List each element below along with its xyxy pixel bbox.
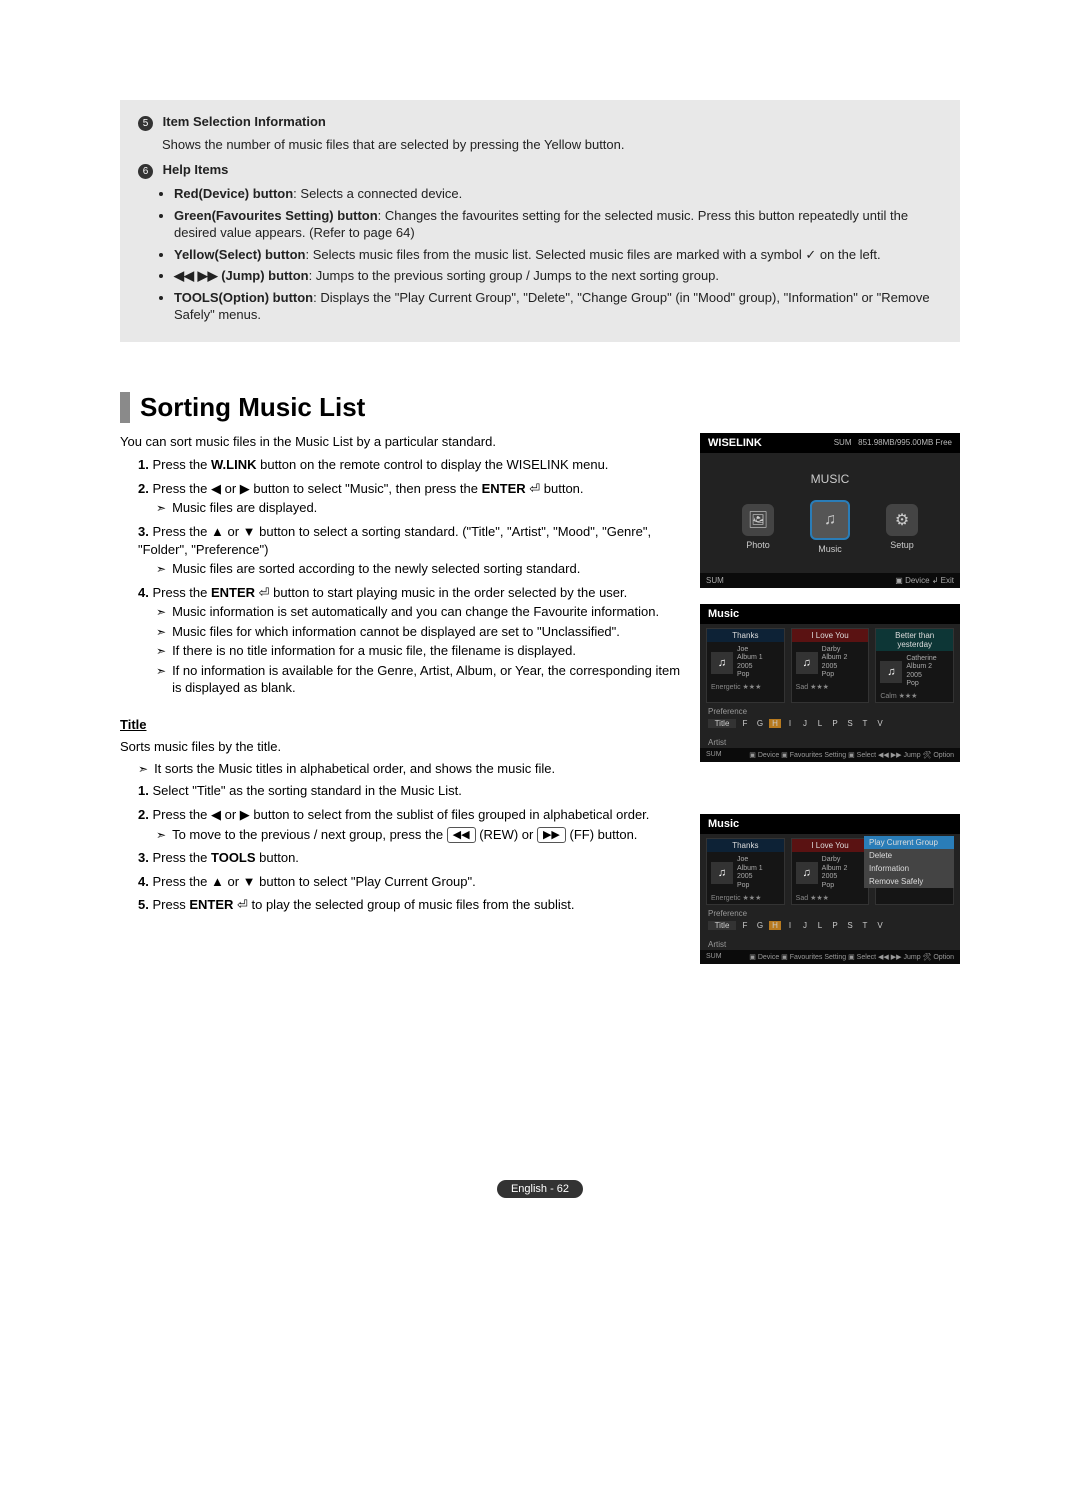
shot3-card2[interactable]: I Love You ♫DarbyAlbum 2 2005 Pop Sad ★★… bbox=[791, 838, 870, 905]
shot2-foot-right: ▣ Device ▣ Favourites Setting ▣ Select ◀… bbox=[749, 751, 954, 759]
page-footer: English - 62 bbox=[120, 1180, 960, 1198]
shot2-card2[interactable]: I Love You ♫DarbyAlbum 2 2005 Pop Sad ★★… bbox=[791, 628, 870, 704]
context-menu-item[interactable]: Delete bbox=[864, 849, 954, 862]
shot3-title: Music bbox=[708, 818, 739, 830]
step-item: 4. Press the ▲ or ▼ button to select "Pl… bbox=[138, 873, 682, 891]
help-bullet: TOOLS(Option) button: Displays the "Play… bbox=[174, 289, 942, 324]
shot1-free: 851.98MB/995.00MB Free bbox=[858, 438, 952, 447]
screenshot-wiselink: WISELINK SUM 851.98MB/995.00MB Free MUSI… bbox=[700, 433, 960, 588]
step-item: 3. Press the TOOLS button. bbox=[138, 849, 682, 867]
page-number-badge: English - 62 bbox=[497, 1180, 583, 1198]
shot1-setup-icon[interactable]: ⚙Setup bbox=[886, 504, 918, 550]
heading-item-selection: Item Selection Information bbox=[163, 114, 326, 129]
shot1-foot-left: SUM bbox=[706, 576, 724, 585]
title-intro: Sorts music files by the title. bbox=[120, 738, 682, 756]
shot2-alpha-row[interactable]: TitleFGHIJLPSTV bbox=[700, 717, 960, 734]
section-title-sorting: Sorting Music List bbox=[120, 392, 960, 423]
screenshot-music-list: Music Thanks ♫JoeAlbum 1 2005 Pop Energe… bbox=[700, 604, 960, 763]
shot1-foot-right: ▣ Device ↲ Exit bbox=[895, 576, 954, 585]
context-menu-item[interactable]: Information bbox=[864, 862, 954, 875]
step-item: 4. Press the ENTER ⏎ button to start pla… bbox=[138, 584, 682, 697]
num-circle-5: 5 bbox=[138, 116, 153, 131]
shot3-foot-right: ▣ Device ▣ Favourites Setting ▣ Select ◀… bbox=[749, 953, 954, 961]
screenshot-music-context: Music Thanks ♫JoeAlbum 1 2005 Pop Energe… bbox=[700, 814, 960, 964]
help-bullet: ◀◀ ▶▶ (Jump) button: Jumps to the previo… bbox=[174, 267, 942, 285]
step-item: 3. Press the ▲ or ▼ button to select a s… bbox=[138, 523, 682, 578]
num-circle-6: 6 bbox=[138, 164, 153, 179]
step-item: 1. Press the W.LINK button on the remote… bbox=[138, 456, 682, 474]
help-bullet: Red(Device) button: Selects a connected … bbox=[174, 185, 942, 203]
shot1-sum: SUM bbox=[834, 438, 852, 447]
shot2-card1[interactable]: Thanks ♫JoeAlbum 1 2005 Pop Energetic ★★… bbox=[706, 628, 785, 704]
shot3-alpha-row[interactable]: TitleFGHIJLPSTV bbox=[700, 919, 960, 936]
step-item: 5. Press ENTER ⏎ to play the selected gr… bbox=[138, 896, 682, 914]
info-block: 5 Item Selection Information Shows the n… bbox=[120, 100, 960, 342]
main-steps-list: 1. Press the W.LINK button on the remote… bbox=[138, 456, 682, 697]
help-items-list: Red(Device) button: Selects a connected … bbox=[174, 185, 942, 324]
shot2-title: Music bbox=[708, 608, 739, 620]
shot3-card1[interactable]: Thanks ♫JoeAlbum 1 2005 Pop Energetic ★★… bbox=[706, 838, 785, 905]
shot2-card3[interactable]: Better than yesterday ♫CatherineAlbum 2 … bbox=[875, 628, 954, 704]
shot2-foot-left: SUM bbox=[706, 751, 722, 759]
desc-item-selection: Shows the number of music files that are… bbox=[162, 137, 942, 152]
section-intro: You can sort music files in the Music Li… bbox=[120, 433, 682, 451]
shot2-artist-label: Artist bbox=[700, 734, 960, 748]
heading-help-items: Help Items bbox=[163, 162, 229, 177]
title-sub1: It sorts the Music titles in alphabetica… bbox=[154, 761, 682, 776]
shot3-foot-left: SUM bbox=[706, 953, 722, 961]
subtitle-title: Title bbox=[120, 717, 682, 732]
context-menu-item[interactable]: Play Current Group bbox=[864, 836, 954, 849]
shot1-music-icon[interactable]: ♫Music bbox=[810, 500, 850, 554]
shot1-title: WISELINK bbox=[708, 437, 762, 449]
shot1-photo-icon[interactable]: 🖼Photo bbox=[742, 504, 774, 550]
shot3-context-menu[interactable]: Play Current GroupDeleteInformationRemov… bbox=[864, 836, 954, 888]
step-item: 2. Press the ◀ or ▶ button to select fro… bbox=[138, 806, 682, 843]
shot1-music-label: MUSIC bbox=[811, 472, 850, 486]
shot2-preference-label: Preference bbox=[700, 703, 960, 717]
help-bullet: Yellow(Select) button: Selects music fil… bbox=[174, 246, 942, 264]
help-bullet: Green(Favourites Setting) button: Change… bbox=[174, 207, 942, 242]
step-item: 2. Press the ◀ or ▶ button to select "Mu… bbox=[138, 480, 682, 517]
step-item: 1. Select "Title" as the sorting standar… bbox=[138, 782, 682, 800]
context-menu-item[interactable]: Remove Safely bbox=[864, 875, 954, 888]
title-steps-list: 1. Select "Title" as the sorting standar… bbox=[138, 782, 682, 913]
